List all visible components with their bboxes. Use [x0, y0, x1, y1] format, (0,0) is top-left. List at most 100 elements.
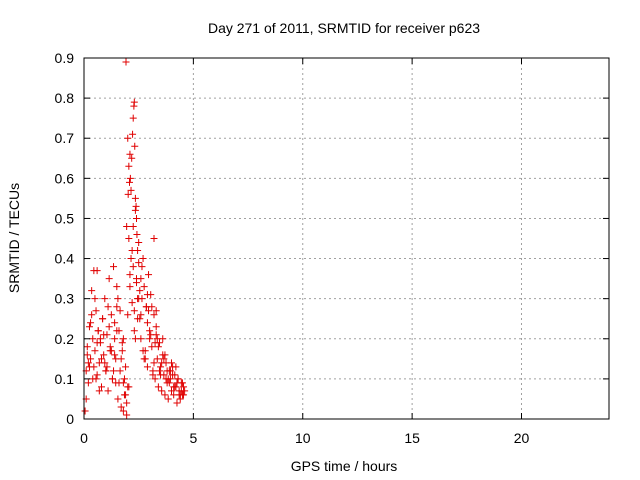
- data-point: [116, 367, 124, 375]
- y-tick-label: 0.6: [55, 170, 75, 186]
- data-point: [153, 355, 161, 363]
- data-point: [172, 363, 180, 371]
- data-point: [126, 150, 134, 158]
- x-tick-label: 0: [80, 430, 88, 446]
- data-point: [146, 327, 154, 335]
- data-point: [93, 339, 101, 347]
- data-point: [180, 391, 188, 399]
- data-point: [135, 239, 143, 247]
- x-axis-label: GPS time / hours: [291, 458, 398, 474]
- y-tick-label: 0.1: [55, 371, 75, 387]
- data-point: [99, 315, 107, 323]
- data-point: [100, 351, 108, 359]
- data-point: [83, 343, 91, 351]
- data-point: [146, 335, 154, 343]
- data-point: [119, 335, 127, 343]
- y-tick-label: 0.5: [55, 210, 75, 226]
- data-point: [177, 387, 185, 395]
- data-point: [139, 255, 147, 263]
- data-point: [114, 295, 122, 303]
- data-point: [155, 367, 163, 375]
- data-point: [83, 351, 91, 359]
- data-point: [93, 267, 101, 275]
- data-point: [150, 235, 158, 242]
- data-point: [131, 194, 139, 202]
- data-point: [123, 411, 131, 419]
- x-tick-label: 10: [295, 430, 311, 446]
- chart-title: Day 271 of 2011, SRMTID for receiver p62…: [208, 20, 480, 36]
- data-point: [127, 255, 135, 263]
- x-axis: 0 5 10 15 20: [80, 58, 529, 446]
- data-point: [134, 247, 142, 255]
- data-point: [161, 351, 169, 359]
- data-point: [129, 130, 137, 138]
- data-point: [160, 355, 168, 363]
- data-point: [165, 379, 173, 387]
- data-point: [117, 355, 125, 363]
- data-point: [154, 343, 162, 351]
- data-point: [138, 295, 146, 303]
- data-point: [134, 315, 142, 323]
- data-point: [133, 214, 140, 222]
- data-points: [81, 58, 189, 419]
- data-point: [84, 379, 92, 387]
- data-point: [102, 367, 110, 375]
- data-point: [129, 222, 137, 230]
- data-point: [111, 319, 119, 327]
- data-point: [110, 263, 118, 271]
- data-point: [124, 383, 132, 391]
- data-point: [87, 319, 95, 327]
- data-point: [105, 323, 113, 331]
- data-point: [118, 339, 126, 347]
- data-point: [84, 359, 92, 367]
- data-point: [101, 295, 109, 303]
- data-point: [118, 347, 126, 355]
- data-point: [124, 190, 132, 198]
- data-point: [171, 383, 179, 391]
- y-tick-label: 0.2: [55, 331, 75, 347]
- data-point: [104, 387, 112, 395]
- data-point: [166, 367, 174, 375]
- data-point: [150, 311, 158, 319]
- data-point: [132, 202, 140, 210]
- y-tick-label: 0.3: [55, 291, 75, 307]
- data-point: [145, 307, 153, 315]
- y-tick-label: 0: [66, 411, 74, 427]
- data-point: [164, 395, 172, 403]
- x-tick-label: 20: [514, 430, 530, 446]
- data-point: [114, 395, 122, 403]
- data-point: [123, 222, 131, 230]
- data-point: [111, 335, 119, 343]
- data-point: [164, 375, 172, 383]
- data-point: [98, 355, 105, 363]
- data-point: [127, 186, 135, 194]
- data-point: [95, 387, 103, 395]
- data-point: [157, 371, 165, 379]
- data-point: [122, 363, 130, 371]
- data-point: [126, 178, 133, 186]
- x-tick-label: 15: [404, 430, 420, 446]
- y-tick-label: 0.7: [55, 130, 75, 146]
- data-point: [101, 359, 109, 367]
- data-point: [81, 407, 89, 415]
- data-point: [107, 347, 115, 355]
- data-point: [141, 347, 149, 355]
- data-point: [129, 114, 137, 122]
- y-tick-label: 0.9: [55, 50, 75, 66]
- data-point: [152, 307, 160, 315]
- data-point: [111, 351, 119, 359]
- y-tick-label: 0.8: [55, 90, 75, 106]
- data-point: [142, 303, 150, 311]
- data-point: [131, 206, 139, 214]
- data-point: [143, 363, 151, 371]
- data-point: [85, 363, 93, 371]
- data-point: [129, 263, 137, 271]
- data-point: [150, 359, 158, 367]
- grid-lines: [84, 58, 609, 419]
- data-point: [168, 359, 175, 367]
- y-axis-label: SRMTID / TECUs: [6, 183, 22, 293]
- data-point: [88, 287, 96, 295]
- data-point: [112, 379, 120, 387]
- data-point: [152, 323, 160, 331]
- data-point: [125, 162, 133, 170]
